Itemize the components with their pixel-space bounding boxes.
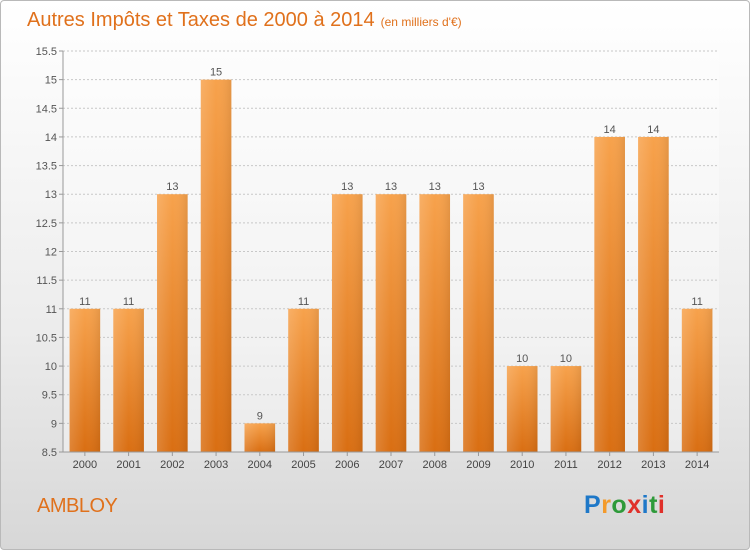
bar-shine (681, 308, 713, 452)
data-label: 9 (257, 410, 263, 422)
bar-shine (550, 366, 582, 452)
x-tick-label: 2011 (554, 459, 578, 471)
chart-title: Autres Impôts et Taxes de 2000 à 2014 (en… (27, 9, 462, 32)
bar-shine (200, 79, 232, 453)
logo-letter: P (584, 491, 602, 519)
y-tick-label: 9.5 (42, 390, 57, 402)
y-tick-label: 10.5 (36, 332, 57, 344)
bar-shine (288, 308, 319, 452)
y-tick-label: 13 (45, 189, 57, 201)
bar-shine (375, 194, 407, 452)
bar-shine (463, 194, 494, 452)
logo-letter: r (601, 491, 612, 519)
x-tick-label: 2001 (116, 459, 140, 471)
x-tick-label: 2014 (685, 459, 709, 471)
data-label: 10 (560, 353, 572, 365)
x-tick-label: 2003 (204, 459, 228, 471)
x-tick-label: 2013 (641, 459, 665, 471)
logo-letter: t (649, 491, 658, 519)
y-tick-label: 12 (45, 247, 57, 259)
chart-unit: (en milliers d'€) (380, 15, 462, 29)
data-label: 13 (341, 181, 353, 193)
y-tick-label: 15 (45, 75, 57, 87)
bar-shine (638, 136, 669, 452)
x-tick-label: 2012 (597, 459, 621, 471)
labels: 8.5 9 9.5 10 10.5 11 11.5 12 12.5 13 13.5 14 14.5 15 1… (36, 46, 710, 471)
x-tick-label: 2006 (335, 459, 359, 471)
logo-letter: i (641, 491, 650, 519)
x-tick-label: 2005 (291, 459, 315, 471)
x-tick-label: 2002 (160, 459, 184, 471)
data-label: 11 (79, 296, 90, 308)
y-tick-label: 14.5 (36, 103, 57, 115)
chart-title-text: Autres Impôts et Taxes de 2000 à 2014 (27, 9, 375, 31)
data-label: 14 (647, 124, 659, 136)
data-label: 14 (604, 124, 616, 136)
data-label: 13 (385, 181, 397, 193)
x-tick-label: 2007 (379, 459, 403, 471)
y-tick-label: 13.5 (36, 161, 57, 173)
bar-shine (69, 308, 101, 452)
x-tick-label: 2010 (510, 459, 534, 471)
y-tick-label: 8.5 (42, 447, 57, 459)
x-tick-label: 2009 (466, 459, 490, 471)
data-label: 13 (429, 181, 441, 193)
bar-shine (419, 194, 451, 452)
x-tick-label: 2008 (422, 459, 446, 471)
bar-shine (244, 423, 276, 452)
bar-shine (331, 194, 363, 452)
logo-letter: o (611, 491, 628, 519)
x-tick-label: 2000 (73, 459, 97, 471)
y-tick-label: 9 (51, 418, 57, 430)
data-label: 15 (210, 67, 222, 79)
data-label: 13 (472, 181, 484, 193)
y-tick-label: 15.5 (36, 46, 57, 58)
y-tick-label: 10 (45, 361, 57, 373)
data-label: 10 (516, 353, 528, 365)
data-label: 11 (298, 296, 309, 308)
commune-name: AMBLOY (37, 495, 118, 517)
bar-shine (594, 136, 625, 452)
data-label: 11 (123, 296, 134, 308)
logo-letter: x (627, 491, 642, 519)
bar-shine (157, 194, 188, 452)
bar-shine (506, 366, 538, 452)
proxiti-logo[interactable]: Proxiti (584, 491, 665, 520)
data-label: 11 (691, 296, 702, 308)
data-label: 13 (166, 181, 178, 193)
bar-shine (113, 308, 144, 452)
y-tick-label: 14 (45, 132, 57, 144)
logo-letter: i (657, 491, 666, 519)
y-tick-label: 11.5 (36, 275, 57, 287)
bars (69, 79, 713, 453)
axes (59, 50, 719, 456)
y-tick-label: 12.5 (36, 218, 57, 230)
x-tick-label: 2004 (248, 459, 272, 471)
y-tick-label: 11 (46, 304, 57, 316)
